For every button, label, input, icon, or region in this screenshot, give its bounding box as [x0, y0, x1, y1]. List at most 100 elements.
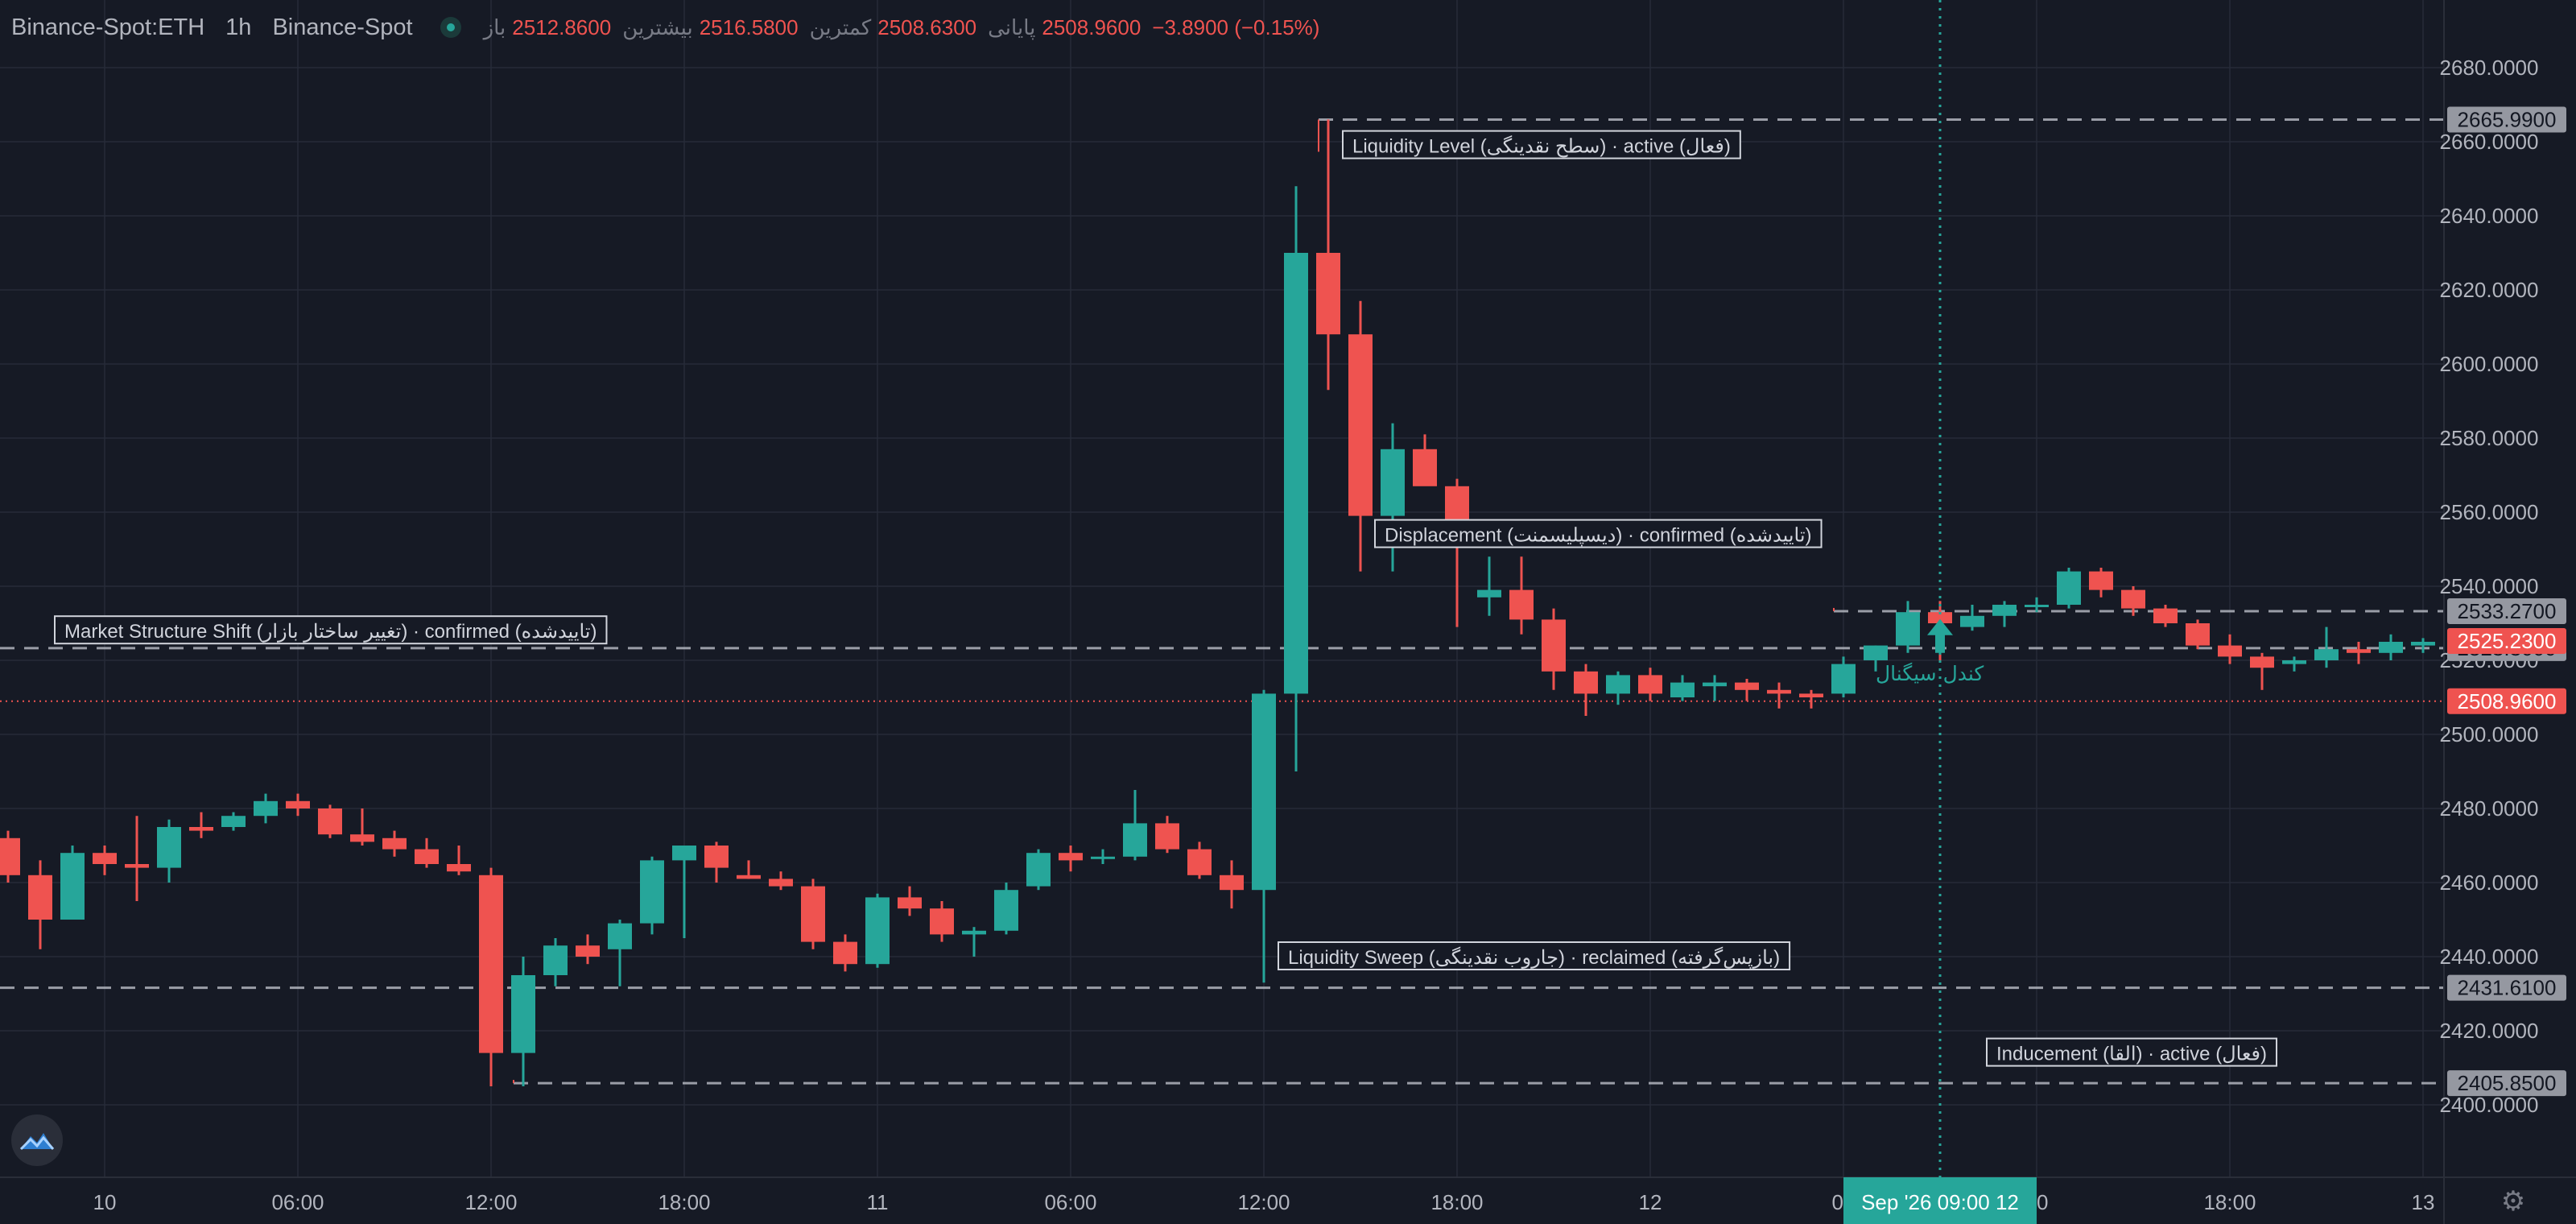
candle-body	[318, 808, 342, 835]
candles	[0, 119, 2435, 1086]
time-tick-label: 18:00	[658, 1190, 710, 1214]
price-axis: 2400.0000 2420.0000 2440.0000 2460.0000 2480…	[2440, 56, 2566, 1117]
level-price-tag: 2431.6100	[2447, 974, 2566, 1001]
price-tag-text: 2508.9600	[2458, 689, 2557, 713]
annotation-box	[1374, 519, 1823, 548]
candle-body	[1960, 615, 1984, 627]
close-label: پایانی	[988, 14, 1036, 39]
price-tag-text: 2525.2300	[2458, 629, 2557, 653]
candle-body	[1509, 589, 1534, 620]
symbol-name[interactable]: Binance-Spot:ETH	[11, 14, 205, 40]
candle-body	[2282, 660, 2306, 664]
candle-body	[1670, 682, 1695, 697]
candle-body	[2250, 656, 2274, 668]
candle-body	[1187, 849, 1212, 875]
timeframe[interactable]: 1h	[225, 14, 252, 40]
candle-body	[415, 849, 439, 864]
time-tick-label: 06:00	[271, 1190, 324, 1214]
candle-body	[350, 834, 374, 842]
candle-body	[2218, 645, 2242, 657]
candle-body	[543, 945, 568, 975]
candle-body	[2379, 642, 2403, 653]
time-tick-label: 13	[2412, 1190, 2435, 1214]
candle-body	[1091, 856, 1115, 859]
candle-body	[157, 827, 181, 868]
time-axis: 1006:0012:0018:001106:0012:0018:00120600…	[93, 1177, 2435, 1224]
price-tag-text: 2405.8500	[2458, 1071, 2557, 1095]
candle-body	[1252, 693, 1276, 891]
price-tick-label: 2400.0000	[2440, 1093, 2539, 1117]
annotation-box	[1986, 1037, 2278, 1067]
candle-body	[2089, 571, 2113, 590]
candle-body	[640, 860, 664, 924]
low-label: کمترین	[809, 14, 872, 39]
candle-body	[1220, 875, 1244, 891]
annotation-text: Liquidity Sweep (جاروب نقدینگی) · reclai…	[1288, 946, 1780, 969]
annotation-label: Inducement (القا) · active (فعال)	[1986, 1037, 2278, 1067]
time-tick-label: 06:00	[1044, 1190, 1096, 1214]
crosshair-time-label: Sep '26 09:00 12	[1843, 1177, 2037, 1224]
candle-body	[737, 875, 761, 879]
annotation-text: Inducement (القا) · active (فعال)	[1996, 1044, 2267, 1065]
candle-body	[286, 800, 310, 808]
candle-body	[0, 837, 20, 875]
candle-body	[1703, 682, 1727, 687]
price-tick-label: 2420.0000	[2440, 1019, 2539, 1043]
chart-logo-icon[interactable]	[11, 1114, 63, 1166]
candle-body	[2057, 571, 2081, 605]
signal-candle-label: کندل سیگنال	[1876, 662, 1984, 685]
price-tick-label: 2560.0000	[2440, 500, 2539, 524]
annotation-text: Market Structure Shift (تغییر ساختار باز…	[64, 621, 597, 643]
candle-body	[28, 875, 52, 920]
candle-body	[1477, 589, 1501, 598]
candle-body	[60, 853, 85, 920]
price-tick-label: 2460.0000	[2440, 870, 2539, 895]
annotation-box	[1278, 941, 1791, 970]
annotation-label: Displacement (دیسپلیسمنت) · confirmed (ت…	[1374, 519, 1823, 548]
chart-header: Binance-Spot:ETH 1h Binance-Spot باز 2512…	[11, 11, 1319, 43]
candle-body	[576, 945, 600, 957]
annotation-text: Displacement (دیسپلیسمنت) · confirmed (ت…	[1385, 525, 1812, 547]
candle-body	[511, 975, 535, 1053]
candle-body	[2314, 649, 2339, 660]
candle-body	[2025, 605, 2049, 607]
candle-body	[1638, 675, 1662, 694]
candle-body	[1542, 619, 1566, 672]
candle-body	[254, 800, 278, 817]
close-value: 2508.9600	[1042, 14, 1141, 39]
annotation-box	[1342, 130, 1741, 159]
time-tick-label: 10	[93, 1190, 117, 1214]
candle-body	[1799, 693, 1823, 697]
price-tick-label: 2580.0000	[2440, 426, 2539, 450]
high-label: بیشترین	[622, 14, 693, 39]
candle-body	[125, 864, 149, 868]
annotations: Liquidity Level (سطح نقدینگی) · active (…	[54, 130, 2278, 1067]
candle-body	[930, 908, 954, 935]
gear-icon[interactable]: ⚙	[2500, 1186, 2526, 1217]
candle-body	[962, 930, 986, 935]
level-price-tag: 2533.2700	[2447, 598, 2566, 624]
change-value: −3.8900 (−0.15%)	[1152, 14, 1320, 39]
price-tick-label: 2440.0000	[2440, 945, 2539, 969]
candle-body	[1831, 664, 1856, 694]
price-tick-label: 2500.0000	[2440, 722, 2539, 746]
ohlc-legend: باز 2512.8600 بیشترین 2516.5800 کمترین 2508…	[484, 15, 1320, 40]
price-tick-label: 2480.0000	[2440, 796, 2539, 821]
price-tag-box	[2447, 627, 2566, 654]
candle-body	[801, 886, 825, 942]
candle-body	[1413, 449, 1437, 486]
candle-body	[479, 875, 503, 1053]
current-price-tag: 2508.9600	[2447, 688, 2566, 714]
level-price-tag: 2405.8500	[2447, 1070, 2566, 1097]
signal-up-arrow-icon	[1927, 618, 1953, 653]
candle-body	[2121, 589, 2145, 609]
annotation-label: Liquidity Sweep (جاروب نقدینگی) · reclai…	[1278, 941, 1791, 970]
candle-body	[447, 864, 471, 872]
candle-body	[221, 816, 246, 827]
price-tick-label: 2640.0000	[2440, 204, 2539, 228]
crosshair-time-box	[1843, 1177, 2037, 1224]
candle-body	[2153, 608, 2178, 623]
candle-body	[994, 890, 1018, 931]
